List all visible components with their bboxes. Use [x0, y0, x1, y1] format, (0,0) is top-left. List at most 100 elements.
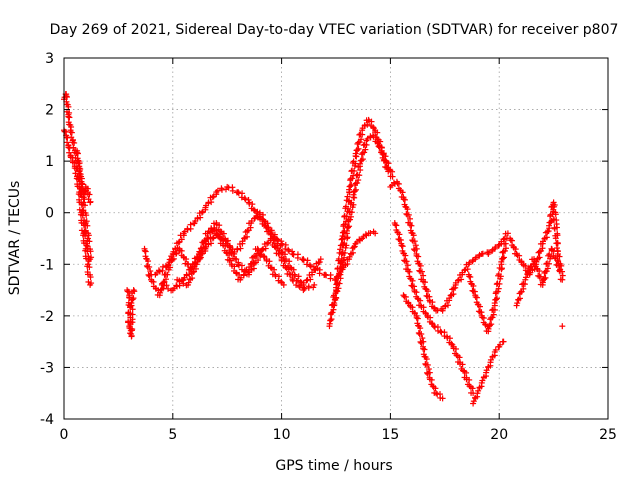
- data-point: [518, 258, 525, 265]
- data-point: [544, 265, 551, 272]
- data-point: [344, 234, 351, 241]
- data-point: [65, 103, 72, 110]
- data-point: [348, 199, 355, 206]
- data-point: [520, 280, 527, 287]
- data-point: [315, 259, 322, 266]
- data-point: [345, 217, 352, 224]
- data-point: [208, 199, 215, 206]
- data-point: [404, 206, 411, 213]
- data-point: [258, 251, 265, 258]
- data-point: [421, 346, 428, 353]
- data-point: [306, 262, 313, 269]
- data-point: [552, 235, 559, 242]
- data-point: [141, 247, 148, 254]
- data-point: [341, 254, 348, 261]
- data-point: [417, 262, 424, 269]
- data-point: [162, 271, 169, 278]
- data-point: [198, 209, 205, 216]
- data-point: [536, 254, 543, 261]
- data-point: [551, 225, 558, 232]
- data-point: [553, 245, 560, 252]
- data-point: [536, 248, 543, 255]
- data-point: [364, 135, 371, 142]
- data-point: [536, 273, 543, 280]
- data-point: [78, 180, 85, 187]
- data-point: [410, 238, 417, 245]
- data-point: [271, 243, 278, 250]
- data-point: [461, 267, 468, 274]
- data-point: [226, 257, 233, 264]
- data-point: [173, 250, 180, 257]
- data-point: [87, 274, 94, 281]
- data-point: [408, 222, 415, 229]
- data-point: [396, 236, 403, 243]
- data-point: [405, 299, 412, 306]
- data-point: [79, 181, 86, 188]
- data-point: [85, 258, 92, 265]
- data-point: [346, 223, 353, 230]
- data-point: [500, 254, 507, 261]
- data-point: [439, 395, 446, 402]
- data-point: [494, 295, 501, 302]
- data-point: [131, 288, 138, 295]
- data-point: [234, 246, 241, 253]
- data-point: [87, 199, 94, 206]
- data-point: [514, 300, 521, 307]
- data-point: [262, 245, 269, 252]
- data-point: [82, 233, 89, 240]
- data-point: [347, 175, 354, 182]
- series-rise-trace-c: [339, 228, 379, 273]
- data-point: [410, 232, 417, 239]
- data-point: [341, 212, 348, 219]
- x-tick-label: 15: [381, 427, 399, 443]
- data-point: [266, 258, 273, 265]
- y-tick-label: -3: [40, 360, 54, 376]
- data-point: [220, 230, 227, 237]
- data-point: [355, 145, 362, 152]
- data-point: [322, 271, 329, 278]
- data-point: [264, 240, 271, 247]
- data-point: [311, 281, 318, 288]
- data-point: [282, 245, 289, 252]
- data-point: [466, 376, 473, 383]
- data-point: [328, 316, 335, 323]
- data-point: [423, 361, 430, 368]
- data-point: [333, 295, 340, 302]
- data-point: [289, 250, 296, 257]
- data-point: [554, 232, 561, 239]
- data-point: [86, 191, 93, 198]
- data-point: [66, 114, 73, 121]
- data-point: [444, 302, 451, 309]
- data-point: [542, 268, 549, 275]
- data-point: [350, 158, 357, 165]
- data-point: [79, 212, 86, 219]
- series-late-trace-c: [400, 292, 446, 402]
- data-point: [450, 285, 457, 292]
- data-point: [424, 288, 431, 295]
- data-point: [130, 295, 137, 302]
- data-point: [446, 335, 453, 342]
- data-point: [390, 179, 397, 186]
- data-point: [344, 193, 351, 200]
- data-point: [500, 248, 507, 255]
- data-point: [328, 309, 335, 316]
- data-point: [343, 203, 350, 210]
- data-point: [163, 282, 170, 289]
- data-point: [361, 122, 368, 129]
- y-tick-labels: -4 -3 -2 -1 0 1 2 3: [40, 51, 54, 428]
- data-point: [65, 113, 72, 120]
- data-point: [547, 211, 554, 218]
- series-early-trace-c: [74, 147, 94, 206]
- data-point: [551, 216, 558, 223]
- data-point: [494, 280, 501, 287]
- data-point: [244, 227, 251, 234]
- data-point: [184, 260, 191, 267]
- y-tick-label: -4: [40, 412, 54, 428]
- data-point: [338, 236, 345, 243]
- data-point: [350, 191, 357, 198]
- data-point: [361, 141, 368, 148]
- data-point: [74, 149, 81, 156]
- data-point: [346, 208, 353, 215]
- data-point: [355, 177, 362, 184]
- series-late-trace-d: [470, 338, 507, 407]
